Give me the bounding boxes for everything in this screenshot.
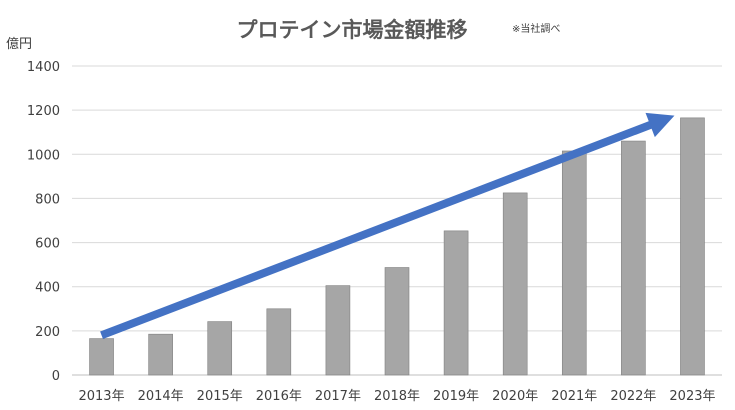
x-tick-label: 2013年: [78, 389, 124, 404]
bar: [621, 140, 646, 376]
chart-note: ※当社調べ: [512, 22, 560, 35]
chart-title: プロテイン市場金額推移: [237, 18, 468, 42]
x-tick-label: 2021年: [551, 389, 597, 404]
x-tick-label: 2017年: [315, 389, 361, 404]
y-tick-label: 800: [35, 192, 60, 207]
trend-arrow-shaft: [100, 120, 654, 340]
x-tick-label: 2015年: [197, 389, 243, 404]
bar: [266, 308, 292, 376]
x-tick-label: 2016年: [256, 389, 302, 404]
y-tick-labels: 0 200 400 600 800 1000 1200 1400: [27, 60, 60, 384]
bar: [502, 192, 528, 376]
y-tick-label: 0: [52, 369, 60, 384]
x-tick-label: 2019年: [433, 389, 479, 404]
y-tick-label: 600: [35, 237, 60, 252]
bar: [384, 267, 410, 376]
bar: [561, 150, 587, 376]
x-tick-labels: 2013年 2014年 2015年 2016年 2017年 2018年 2019年 2020年…: [78, 389, 715, 404]
bar: [148, 333, 173, 376]
bar: [443, 230, 469, 376]
bars: [89, 117, 705, 376]
bar: [680, 117, 705, 376]
x-tick-label: 2023年: [669, 389, 715, 404]
trend-arrow: [100, 112, 675, 340]
x-tick-label: 2018年: [374, 389, 420, 404]
y-tick-label: 1200: [27, 104, 60, 119]
y-tick-label: 200: [35, 325, 60, 340]
x-tick-label: 2022年: [610, 389, 656, 404]
trend-arrow-head: [645, 112, 675, 138]
x-tick-label: 2020年: [492, 389, 538, 404]
y-axis-unit: 億円: [6, 36, 32, 52]
bar: [207, 321, 233, 376]
y-tick-label: 1400: [27, 60, 60, 75]
bar: [325, 285, 351, 376]
bar: [89, 338, 114, 376]
y-tick-label: 1000: [27, 148, 60, 163]
y-tick-label: 400: [35, 281, 60, 296]
x-tick-label: 2014年: [138, 389, 184, 404]
